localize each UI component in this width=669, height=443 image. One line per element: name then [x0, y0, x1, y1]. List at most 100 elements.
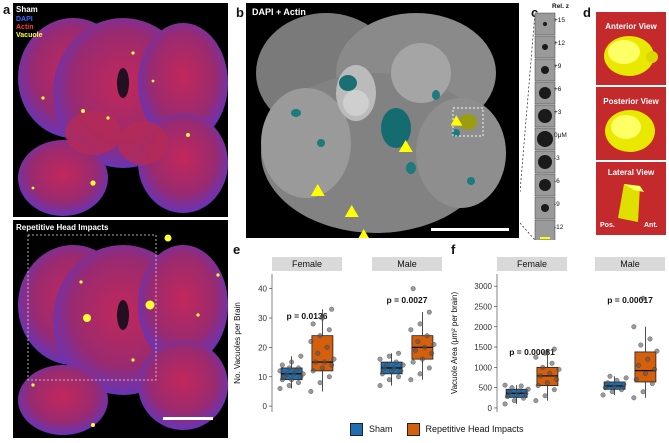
- point-sham-female: [286, 383, 292, 389]
- c-tick-8: -6: [554, 178, 560, 185]
- lateral-vacuole-3d: [618, 184, 644, 222]
- point-sham-male: [386, 377, 392, 383]
- y-tick-label: 0: [263, 402, 268, 411]
- point-rhi-female: [308, 388, 314, 394]
- point-rhi-male: [654, 348, 660, 354]
- sham-title: Sham: [16, 5, 38, 14]
- panel-b-title: DAPI + Actin: [252, 7, 306, 17]
- point-rhi-female: [542, 350, 548, 356]
- point-sham-male: [612, 383, 618, 389]
- point-rhi-male: [426, 309, 432, 315]
- posterior-view-label: Posterior View: [603, 97, 659, 106]
- point-rhi-male: [410, 286, 416, 292]
- point-rhi-male: [424, 333, 430, 339]
- point-sham-female: [296, 380, 301, 386]
- y-tick-label: 10: [258, 373, 267, 382]
- point-rhi-male: [408, 377, 414, 383]
- legend-actin: Actin: [16, 24, 34, 31]
- point-rhi-female: [544, 380, 550, 386]
- z-slice-vacuole-2: [542, 44, 548, 50]
- rhi-title: Repetitive Head Impacts: [16, 223, 109, 232]
- legend: Sham Repetitive Head Impacts: [350, 422, 524, 436]
- z-slice-vacuole-3: [541, 66, 549, 74]
- facet-title-female: Female: [517, 259, 547, 269]
- point-sham-female: [298, 353, 304, 359]
- panel-d-posterior: Posterior View: [596, 87, 666, 160]
- point-rhi-female: [322, 359, 328, 365]
- point-rhi-male: [647, 336, 653, 342]
- y-tick-label: 20: [258, 343, 267, 352]
- c-tick-3: +9: [554, 63, 562, 70]
- y-tick-label: 2000: [474, 323, 492, 332]
- point-rhi-male: [429, 350, 435, 356]
- pvalue-female: p = 0.00081: [509, 347, 555, 357]
- facet-strip-female: [497, 257, 567, 271]
- point-rhi-male: [417, 321, 423, 327]
- point-rhi-male: [426, 365, 432, 371]
- panel-label-c: c: [531, 5, 539, 20]
- point-rhi-male: [417, 371, 423, 377]
- point-rhi-male: [636, 362, 641, 368]
- point-sham-male: [602, 385, 608, 391]
- c-tick-2: +12: [554, 40, 566, 47]
- panel-label-e: e: [233, 242, 241, 257]
- point-sham-female: [516, 388, 522, 394]
- c-tick-10: -12: [554, 224, 564, 231]
- point-rhi-female: [533, 354, 539, 360]
- y-tick-label: 500: [479, 384, 493, 393]
- point-rhi-female: [310, 321, 316, 327]
- point-rhi-female: [542, 393, 548, 399]
- point-rhi-male: [410, 359, 416, 365]
- point-rhi-male: [649, 381, 655, 387]
- point-sham-male: [379, 371, 385, 377]
- point-rhi-male: [422, 344, 428, 350]
- point-sham-male: [396, 350, 401, 356]
- point-sham-male: [396, 374, 401, 380]
- point-rhi-male: [631, 395, 637, 401]
- c-tick-4: +6: [554, 86, 562, 93]
- point-rhi-male: [413, 347, 418, 353]
- point-rhi-female: [308, 339, 314, 344]
- y-tick-label: 0: [488, 404, 493, 413]
- point-rhi-female: [549, 360, 555, 366]
- point-sham-female: [289, 359, 295, 365]
- point-sham-female: [518, 383, 524, 389]
- lateral-ant-label: Ant.: [644, 222, 658, 229]
- panel-d-lateral: Lateral View Pos. Ant.: [596, 162, 666, 235]
- point-rhi-female: [310, 368, 316, 374]
- point-sham-female: [277, 386, 283, 391]
- z-slice-vacuole-8: [539, 179, 551, 191]
- z-slice-vacuole-5: [538, 109, 552, 123]
- point-sham-female: [289, 377, 295, 383]
- pvalue-male: p = 0.00017: [607, 295, 653, 305]
- point-rhi-male: [645, 356, 651, 362]
- point-sham-female: [511, 398, 517, 404]
- point-sham-female: [509, 385, 515, 391]
- c-tick-1: +15: [554, 17, 566, 24]
- point-rhi-female: [538, 373, 543, 379]
- lateral-pos-label: Pos.: [600, 222, 615, 229]
- legend-swatch-sham: [350, 422, 363, 436]
- dapi-actin-image: [256, 13, 509, 242]
- anterior-vacuole-3d: [604, 36, 658, 76]
- point-rhi-female: [554, 377, 560, 382]
- point-rhi-male: [631, 324, 637, 330]
- rhi-brain-image: [18, 234, 228, 435]
- legend-vacuole: Vacuole: [16, 32, 43, 39]
- box-rhi-male: [634, 351, 657, 383]
- panel-label-d: d: [583, 5, 591, 20]
- point-rhi-male: [642, 370, 648, 376]
- point-rhi-female: [556, 366, 562, 372]
- point-sham-female: [507, 390, 513, 395]
- pvalue-male: p = 0.0027: [387, 295, 428, 305]
- point-sham-male: [621, 381, 627, 387]
- point-sham-female: [277, 368, 283, 374]
- point-rhi-female: [547, 370, 553, 376]
- point-rhi-female: [326, 374, 332, 380]
- point-sham-female: [502, 401, 508, 407]
- point-rhi-female: [535, 383, 541, 389]
- point-sham-male: [386, 353, 392, 359]
- legend-dapi: DAPI: [16, 16, 33, 23]
- point-sham-male: [609, 389, 615, 395]
- point-rhi-female: [329, 362, 335, 368]
